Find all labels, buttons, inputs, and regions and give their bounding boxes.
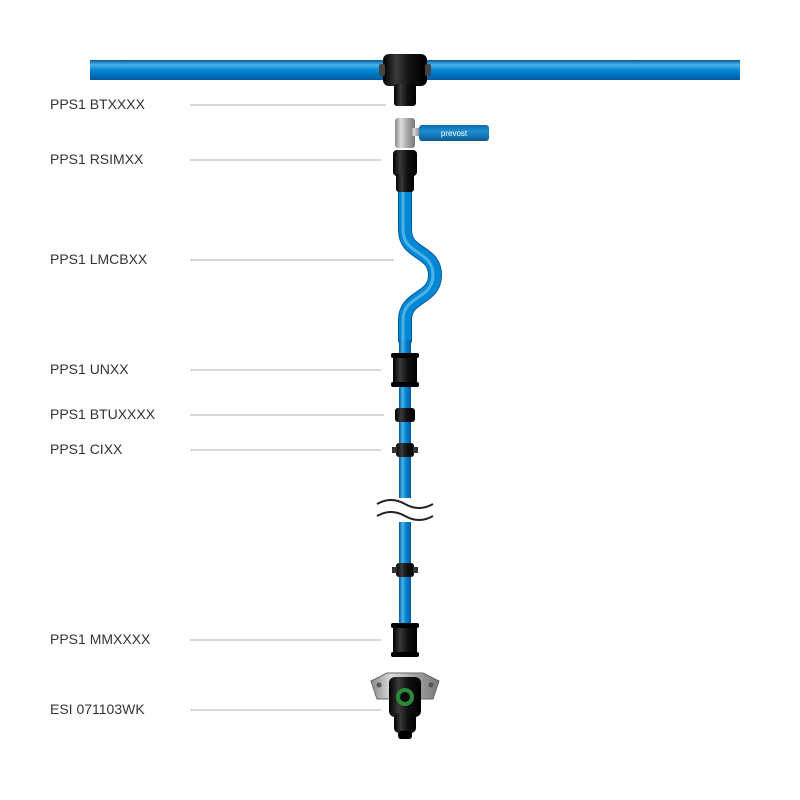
- part-label-mmxxxx: PPS1 MMXXXX: [50, 631, 150, 647]
- brand-label: prevost: [441, 129, 468, 138]
- part-label-rsimxx: PPS1 RSIMXX: [50, 151, 143, 167]
- piping-diagram: prevost: [0, 0, 800, 800]
- pipe-clip: [396, 443, 414, 457]
- outlet-nozzle: [394, 713, 416, 733]
- compression-fitting-top: [393, 150, 417, 176]
- part-label-btxxxx: PPS1 BTXXXX: [50, 96, 145, 112]
- mm-fitting: [393, 623, 417, 657]
- tapping-bracket: [383, 54, 427, 86]
- part-label-lmcbxx: PPS1 LMCBXX: [50, 251, 147, 267]
- pipe-clip: [396, 563, 414, 577]
- part-label-cixx: PPS1 CIXX: [50, 441, 122, 457]
- part-label-btuxxxx: PPS1 BTUXXXX: [50, 406, 155, 422]
- part-label-esi: ESI 071103WK: [50, 701, 145, 717]
- btu-collar: [395, 408, 415, 422]
- union-fitting: [393, 353, 417, 387]
- part-label-unxx: PPS1 UNXX: [50, 361, 129, 377]
